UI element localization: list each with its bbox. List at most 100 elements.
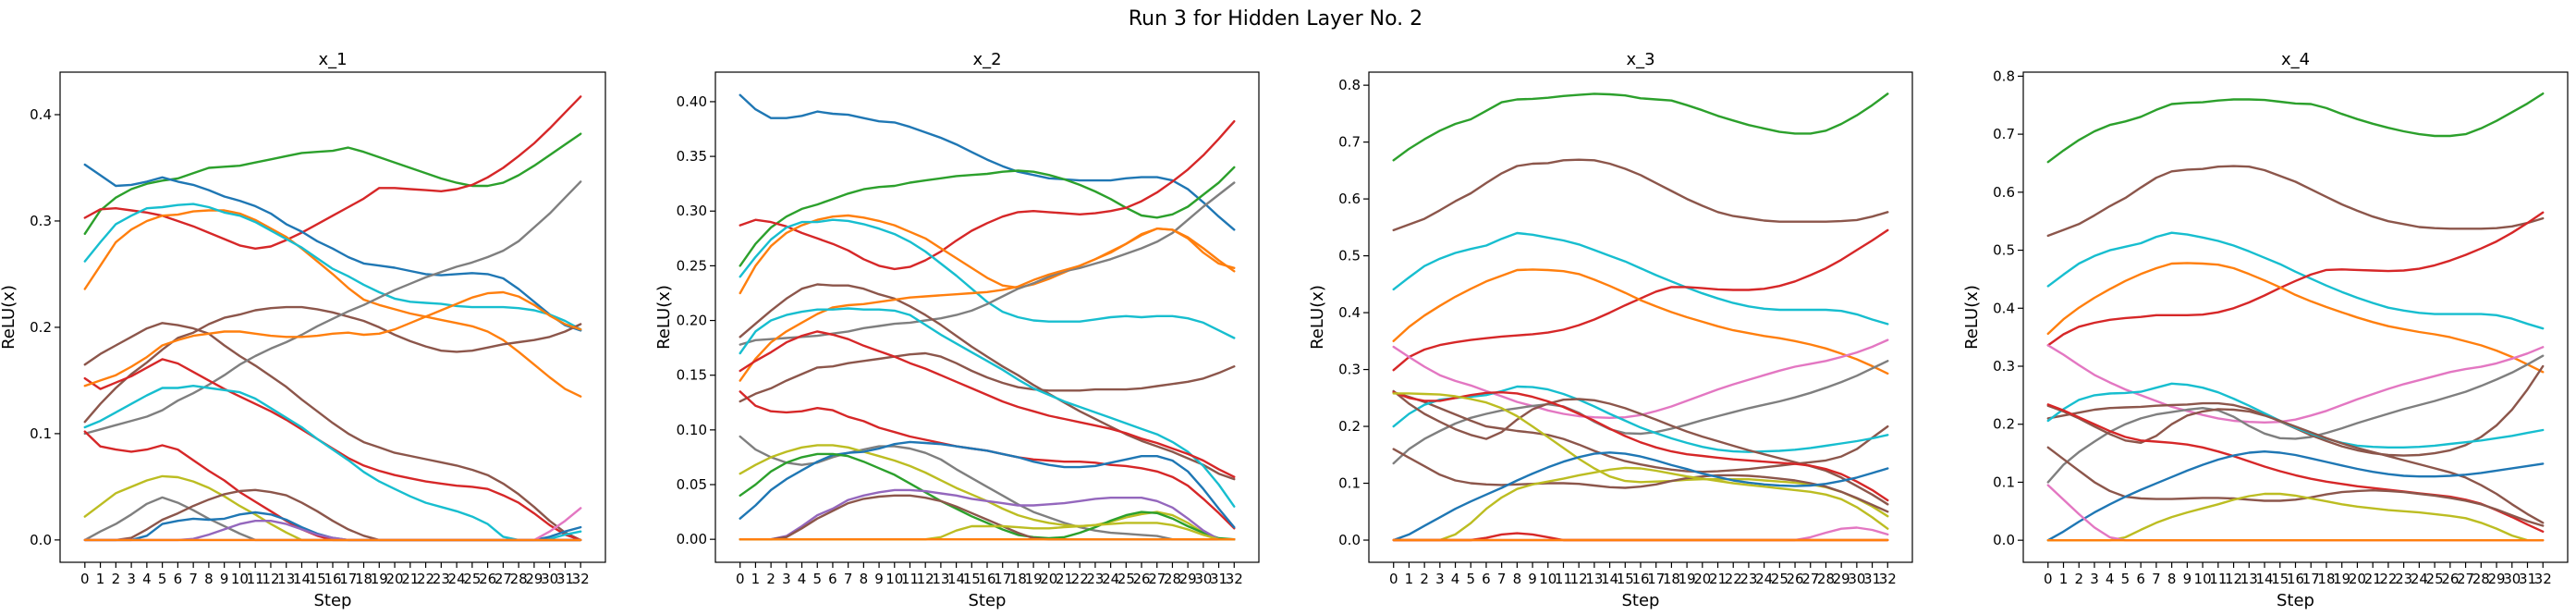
series-line-6	[1392, 338, 1889, 419]
x-tick-label: 5	[812, 571, 822, 587]
series-line-15	[2046, 484, 2545, 542]
x-tick-label: 1	[751, 571, 761, 587]
series-line-15	[1392, 466, 1889, 542]
series-line-1	[83, 132, 582, 236]
x-tick-label: 2	[2074, 571, 2083, 587]
y-tick-label: 0.2	[30, 319, 52, 336]
subplot-title: x_1	[318, 50, 347, 69]
x-tick-label: 3	[2090, 571, 2099, 587]
x-tick-label: 4	[142, 571, 152, 587]
series-line-13	[739, 435, 1236, 541]
x-tick-label: 16	[2287, 571, 2304, 587]
x-tick-label: 23	[1086, 571, 1104, 587]
x-tick-label: 8	[204, 571, 214, 587]
x-tick-label: 14	[947, 571, 965, 587]
x-axis: 0 1 2 3 4 5 6 7 8 9 101112131415161718192021222324…	[1389, 562, 1897, 587]
series-line-4	[739, 214, 1236, 295]
x-tick-label: 29	[1833, 571, 1850, 587]
series-lines	[2046, 92, 2545, 542]
x-tick-label: 5	[158, 571, 167, 587]
series-line-16	[83, 510, 582, 542]
subplot-1: x_10 1 2 3 4 5 6 7 8 9 101112131415161718192021222…	[0, 50, 606, 610]
x-tick-label: 32	[1879, 571, 1897, 587]
x-tick-label: 29	[525, 571, 543, 587]
x-tick-label: 0	[80, 571, 90, 587]
y-axis-label: ReLU(x)	[1308, 285, 1327, 350]
x-tick-label: 27	[494, 571, 512, 587]
series-line-5	[83, 203, 582, 331]
y-tick-label: 0.1	[30, 425, 52, 442]
x-tick-label: 19	[371, 571, 388, 587]
x-tick-label: 22	[1725, 571, 1742, 587]
y-tick-label: 0.05	[677, 476, 707, 493]
x-tick-label: 26	[1786, 571, 1803, 587]
series-line-9	[1392, 385, 1889, 453]
x-tick-label: 27	[1148, 571, 1166, 587]
y-tick-label: 0.7	[1993, 126, 2015, 142]
x-tick-label: 27	[2457, 571, 2474, 587]
y-tick-label: 0.2	[1993, 416, 2015, 433]
x-tick-label: 14	[2255, 571, 2273, 587]
x-tick-label: 8	[860, 571, 869, 587]
x-tick-label: 20	[1693, 571, 1711, 587]
x-tick-label: 24	[2411, 571, 2428, 587]
y-tick-label: 0.6	[1993, 184, 2015, 201]
series-line-11	[739, 330, 1236, 478]
series-line-18	[83, 507, 582, 542]
x-tick-label: 32	[2534, 571, 2552, 587]
y-tick-label: 0.3	[1338, 362, 1361, 378]
y-tick-label: 0.0	[30, 532, 52, 548]
y-tick-label: 0.15	[677, 367, 707, 384]
series-line-2	[1392, 158, 1889, 232]
series-line-8	[739, 351, 1236, 403]
series-line-16	[1392, 526, 1889, 542]
series-line-5	[1392, 268, 1889, 375]
x-tick-label: 25	[463, 571, 481, 587]
y-tick-label: 0.1	[1993, 474, 2015, 490]
x-tick-label: 9	[2183, 571, 2192, 587]
x-axis: 0 1 2 3 4 5 6 7 8 9 101112131415161718192021222324…	[736, 562, 1243, 587]
x-tick-label: 18	[2317, 571, 2335, 587]
series-lines	[1392, 92, 1889, 542]
y-tick-label: 0.1	[1338, 475, 1361, 492]
x-tick-label: 2	[1420, 571, 1429, 587]
y-tick-label: 0.3	[30, 213, 52, 229]
x-tick-label: 3	[127, 571, 136, 587]
x-tick-label: 0	[2044, 571, 2053, 587]
y-tick-label: 0.0	[1993, 532, 2015, 548]
x-tick-label: 18	[1009, 571, 1027, 587]
x-tick-label: 12	[2225, 571, 2242, 587]
series-line-15	[739, 440, 1236, 529]
x-tick-label: 16	[1631, 571, 1649, 587]
series-line-7	[2046, 354, 2545, 484]
series-line-10	[739, 307, 1236, 508]
x-tick-label: 17	[1647, 571, 1665, 587]
x-tick-label: 30	[541, 571, 558, 587]
y-tick-label: 0.2	[1338, 418, 1361, 435]
x-tick-label: 24	[1102, 571, 1119, 587]
series-line-17	[739, 488, 1236, 541]
series-line-8	[83, 180, 582, 436]
x-tick-label: 12	[1570, 571, 1588, 587]
x-tick-label: 12	[262, 571, 279, 587]
x-tick-label: 26	[479, 571, 496, 587]
series-line-14	[1392, 451, 1889, 542]
axes-frame	[59, 71, 606, 563]
x-tick-label: 28	[2472, 571, 2490, 587]
x-tick-label: 18	[1663, 571, 1680, 587]
x-tick-label: 7	[2152, 571, 2161, 587]
x-tick-label: 1	[96, 571, 105, 587]
y-axis: 0.00 0.05 0.10 0.15 0.20 0.25 0.30 0.35 0.40	[677, 93, 715, 547]
series-lines	[83, 95, 582, 542]
x-tick-label: 3	[1435, 571, 1445, 587]
x-tick-label: 31	[1210, 571, 1227, 587]
x-tick-label: 23	[433, 571, 450, 587]
y-tick-label: 0.4	[1338, 304, 1361, 321]
x-tick-label: 1	[2059, 571, 2069, 587]
x-tick-label: 29	[2487, 571, 2505, 587]
y-tick-label: 0.7	[1338, 134, 1361, 151]
subplot-4: x_40 1 2 3 4 5 6 7 8 9 101112131415161718192021222…	[1962, 50, 2569, 610]
y-tick-label: 0.25	[677, 257, 707, 274]
subplot-title: x_3	[1626, 50, 1654, 69]
x-tick-label: 32	[1226, 571, 1243, 587]
